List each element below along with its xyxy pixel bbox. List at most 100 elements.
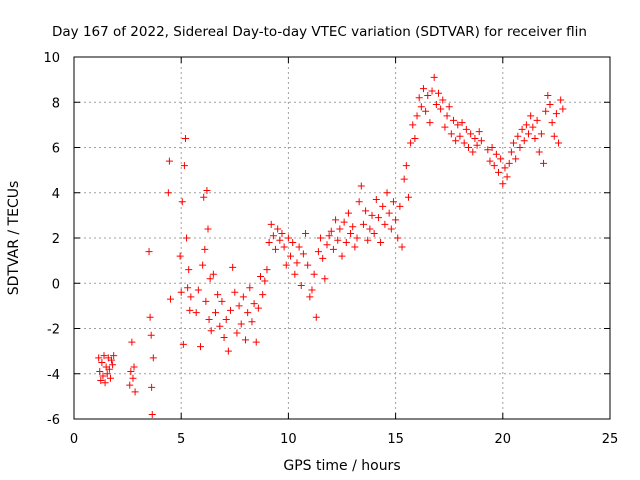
data-point — [233, 329, 241, 337]
data-point — [321, 275, 329, 283]
data-point — [338, 252, 346, 260]
data-point — [103, 370, 111, 378]
data-point — [218, 297, 226, 305]
data-point — [183, 234, 191, 242]
data-point — [473, 141, 481, 149]
data-point — [377, 239, 385, 247]
data-point — [445, 103, 453, 111]
data-point — [128, 338, 136, 346]
data-point — [267, 220, 275, 228]
data-point — [507, 148, 515, 156]
x-tick-label: 5 — [177, 432, 185, 447]
data-point — [424, 91, 432, 99]
data-point — [492, 150, 500, 158]
data-point — [404, 193, 412, 201]
data-point — [164, 189, 172, 197]
data-point — [385, 209, 393, 217]
data-point — [552, 110, 560, 118]
data-point — [106, 374, 114, 382]
data-point — [484, 146, 492, 154]
y-tick-label: 8 — [52, 96, 60, 111]
data-point — [220, 334, 228, 342]
data-point — [239, 293, 247, 301]
data-point — [312, 313, 320, 321]
data-point — [101, 379, 109, 387]
data-point — [355, 198, 363, 206]
data-point — [411, 134, 419, 142]
data-point — [452, 137, 460, 145]
data-point — [475, 128, 483, 136]
y-axis-label: SDTVAR / TECUs — [6, 181, 22, 296]
x-tick-label: 0 — [70, 432, 78, 447]
data-point — [231, 288, 239, 296]
data-point — [246, 284, 254, 292]
y-tick-label: 6 — [52, 142, 60, 157]
data-point — [229, 263, 237, 271]
data-point — [194, 286, 202, 294]
data-point — [181, 134, 189, 142]
data-point — [400, 175, 408, 183]
data-point — [512, 155, 520, 163]
chart-title: Day 167 of 2022, Sidereal Day-to-day VTE… — [52, 24, 587, 40]
data-point — [415, 94, 423, 102]
data-point — [426, 119, 434, 127]
data-point — [317, 234, 325, 242]
data-point — [332, 216, 340, 224]
data-point — [276, 236, 284, 244]
data-point — [467, 130, 475, 138]
data-point — [254, 304, 262, 312]
data-point — [505, 159, 513, 167]
data-point — [222, 315, 230, 323]
data-point — [488, 144, 496, 151]
data-point — [259, 291, 267, 299]
data-points — [95, 73, 567, 418]
data-point — [537, 130, 545, 138]
data-point — [149, 354, 157, 362]
data-point — [308, 286, 316, 294]
data-point — [325, 232, 333, 240]
data-point — [533, 116, 541, 124]
data-point — [184, 284, 192, 292]
data-point — [327, 227, 335, 235]
data-point — [477, 137, 485, 145]
data-point — [353, 234, 361, 242]
data-point — [196, 343, 204, 351]
data-point — [201, 245, 209, 253]
data-point — [304, 261, 312, 269]
data-point — [443, 112, 451, 120]
data-point — [302, 229, 310, 237]
data-point — [165, 157, 173, 165]
data-point — [185, 266, 193, 274]
data-point — [490, 162, 498, 170]
data-point — [407, 139, 415, 147]
y-tick-label: 4 — [52, 187, 60, 202]
data-point — [207, 327, 215, 335]
data-point — [293, 259, 301, 267]
data-point — [555, 139, 563, 147]
data-point — [434, 89, 442, 97]
data-point — [542, 107, 550, 115]
data-point — [535, 148, 543, 156]
y-tick-label: 10 — [43, 51, 60, 66]
data-point — [544, 91, 552, 99]
data-point — [130, 363, 138, 371]
data-point — [351, 243, 359, 251]
data-point — [516, 144, 524, 151]
data-point — [531, 134, 539, 142]
data-point — [342, 239, 350, 247]
data-point — [550, 132, 558, 140]
data-point — [177, 288, 185, 296]
data-point — [110, 352, 118, 360]
data-point — [280, 243, 288, 251]
data-point — [126, 381, 134, 389]
data-point — [98, 358, 106, 366]
data-point — [97, 377, 105, 385]
data-point — [209, 270, 217, 278]
data-point — [370, 229, 378, 237]
data-point — [235, 302, 243, 310]
data-point — [394, 234, 402, 242]
data-point — [199, 261, 207, 269]
data-point — [323, 241, 331, 249]
data-point — [527, 112, 535, 120]
